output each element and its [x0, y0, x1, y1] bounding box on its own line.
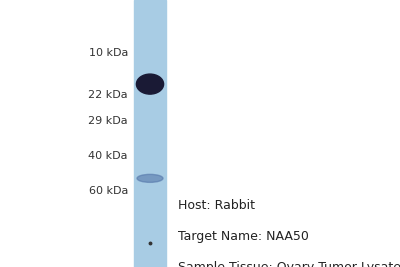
Bar: [134, 0, 166, 267]
Text: 40 kDa: 40 kDa: [88, 151, 128, 161]
Ellipse shape: [136, 74, 164, 94]
Text: Target Name: NAA50: Target Name: NAA50: [178, 230, 309, 243]
Text: Host: Rabbit: Host: Rabbit: [178, 199, 255, 212]
Text: Sample Tissue: Ovary Tumor Lysate: Sample Tissue: Ovary Tumor Lysate: [178, 261, 400, 267]
Text: 22 kDa: 22 kDa: [88, 90, 128, 100]
Text: 60 kDa: 60 kDa: [89, 186, 128, 196]
Ellipse shape: [137, 174, 163, 182]
Text: 29 kDa: 29 kDa: [88, 116, 128, 127]
Text: 10 kDa: 10 kDa: [89, 48, 128, 58]
